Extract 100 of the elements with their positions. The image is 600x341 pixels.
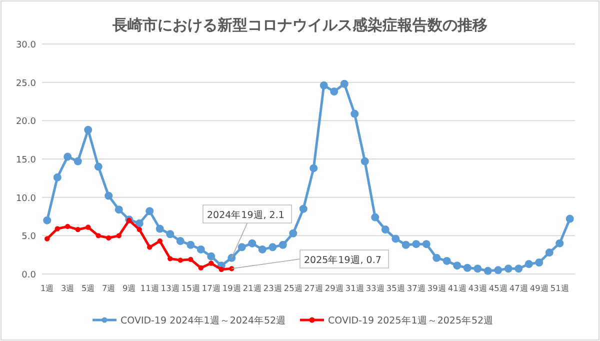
x-tick-label: 35週 [386,283,405,293]
point [268,243,277,252]
x-tick-label: 17週 [202,283,220,293]
x-tick-label: 3週 [61,283,74,293]
point [228,254,236,262]
point [556,239,564,248]
x-tick-label: 19週 [222,283,241,293]
point [44,236,50,242]
y-tick-label: 10.0 [16,194,36,204]
point [106,235,112,241]
point [168,256,173,262]
x-tick-label: 9週 [122,283,136,293]
point [146,207,154,216]
x-tick-label: 31週 [345,283,364,293]
point [514,264,523,273]
point [371,213,380,222]
point [494,266,502,274]
point [463,264,472,272]
x-tick-label: 37週 [406,283,426,293]
point [248,239,256,248]
point [86,224,91,230]
point [432,254,441,262]
point [75,226,80,232]
point [545,248,554,257]
point [176,237,184,246]
annotation: 2024年19週, 2.1 [207,209,284,221]
point [412,240,420,248]
point [198,265,204,270]
point [65,224,70,230]
point [422,240,430,248]
x-tick-label: 45週 [488,283,508,293]
x-tick-label: 47週 [509,283,528,293]
point [524,260,533,268]
x-tick-label: 33週 [366,283,384,293]
point [178,258,183,263]
point [188,256,194,262]
point [535,258,544,266]
point [360,157,369,166]
point [94,162,102,171]
x-tick-label: 15週 [181,283,200,293]
point [402,240,410,249]
point [310,164,318,172]
x-tick-label: 23週 [263,283,282,293]
point [392,234,400,243]
point [442,256,451,265]
point [340,80,348,88]
point [96,233,101,238]
point [196,245,205,254]
x-tick-label: 51週 [550,283,569,293]
point [116,233,122,238]
point [53,173,62,182]
point [157,238,162,244]
x-tick-label: 43週 [468,283,487,293]
x-tick-label: 13週 [160,283,180,293]
x-tick-label: 21週 [242,283,262,293]
x-tick-label: 7週 [102,283,116,293]
point [258,245,266,254]
point [208,260,214,266]
x-tick-label: 39週 [427,283,446,293]
x-tick-label: 41週 [448,283,466,293]
x-tick-label: 5週 [82,283,95,293]
x-tick-label: 29週 [324,283,344,293]
point [238,243,246,252]
x-tick-label: 27週 [304,283,323,293]
x-tick-label: 1週 [40,283,54,293]
annotation: 2025年19週, 0.7 [304,254,382,266]
point [484,266,492,275]
point [299,204,308,213]
point [320,81,328,90]
point [156,224,164,233]
point [64,152,72,161]
legend-label: COVID-19 2024年1週～2024年52週 [120,314,286,326]
point [218,266,224,272]
y-tick-label: 25.0 [16,78,36,89]
point [278,240,287,249]
point [135,219,144,228]
point [186,240,195,249]
x-tick-label: 11週 [140,283,159,293]
y-tick-label: 30.0 [16,40,36,50]
point [381,226,390,234]
point [453,262,462,270]
x-tick-label: 25週 [284,283,302,293]
y-tick-label: 5.0 [22,232,36,242]
point [104,192,113,200]
point [289,229,298,238]
legend-label: COVID-19 2025年1週～2025年52週 [328,314,494,326]
point [43,216,52,224]
point [474,264,482,273]
point [114,206,123,214]
y-tick-label: 15.0 [16,156,36,166]
point [84,126,92,134]
point [207,252,216,260]
chart-title: 長崎市における新型コロナウイルス感染症報告数の推移 [112,16,488,34]
point [166,230,174,238]
y-tick-label: 20.0 [16,117,36,128]
point [330,88,338,96]
point [54,226,60,232]
point [350,110,359,118]
point [136,226,142,232]
point [147,244,152,250]
